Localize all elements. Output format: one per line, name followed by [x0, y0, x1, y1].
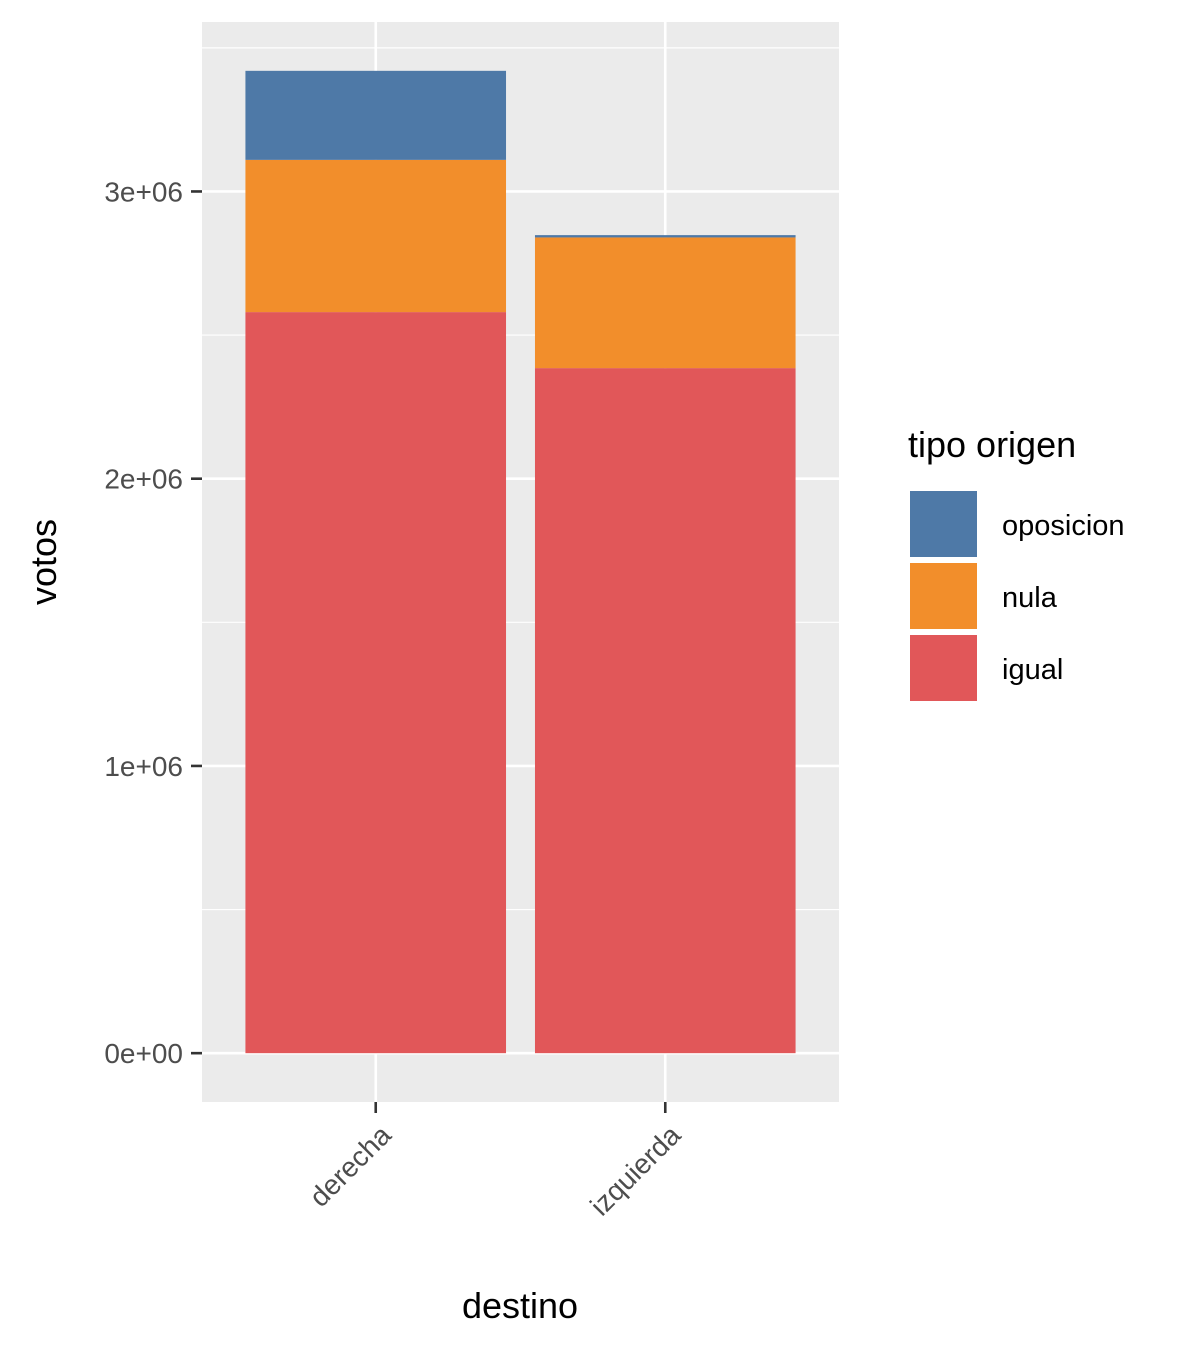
legend-label-oposicion: oposicion [1002, 510, 1125, 542]
bar-oposicion-derecha [245, 70, 507, 160]
legend: tipo origen oposicion nula igual [908, 424, 1125, 701]
bar-nula-izquierda [534, 237, 796, 369]
bars [245, 70, 796, 1054]
bar-nula-derecha [245, 159, 507, 313]
y-tick-label: 3e+06 [104, 176, 183, 207]
x-tick-label: izquierda [584, 1119, 687, 1222]
bar-oposicion-izquierda [534, 235, 796, 238]
y-axis: 0e+00 1e+06 2e+06 3e+06 [104, 176, 202, 1069]
x-tick-label: derecha [303, 1119, 397, 1213]
x-axis-title: destino [462, 1285, 578, 1326]
legend-label-nula: nula [1002, 582, 1058, 614]
legend-label-igual: igual [1002, 654, 1063, 686]
y-axis-title: votos [23, 519, 64, 605]
legend-title: tipo origen [908, 424, 1076, 465]
x-axis: derecha izquierda [303, 1102, 687, 1222]
legend-swatch-nula [910, 563, 977, 629]
y-tick-label: 2e+06 [104, 464, 183, 495]
legend-swatch-oposicion [910, 491, 977, 557]
bar-igual-derecha [245, 312, 507, 1054]
legend-swatch-igual [910, 635, 977, 701]
bar-igual-izquierda [534, 368, 796, 1054]
y-tick-label: 0e+00 [104, 1038, 183, 1069]
y-tick-label: 1e+06 [104, 751, 183, 782]
